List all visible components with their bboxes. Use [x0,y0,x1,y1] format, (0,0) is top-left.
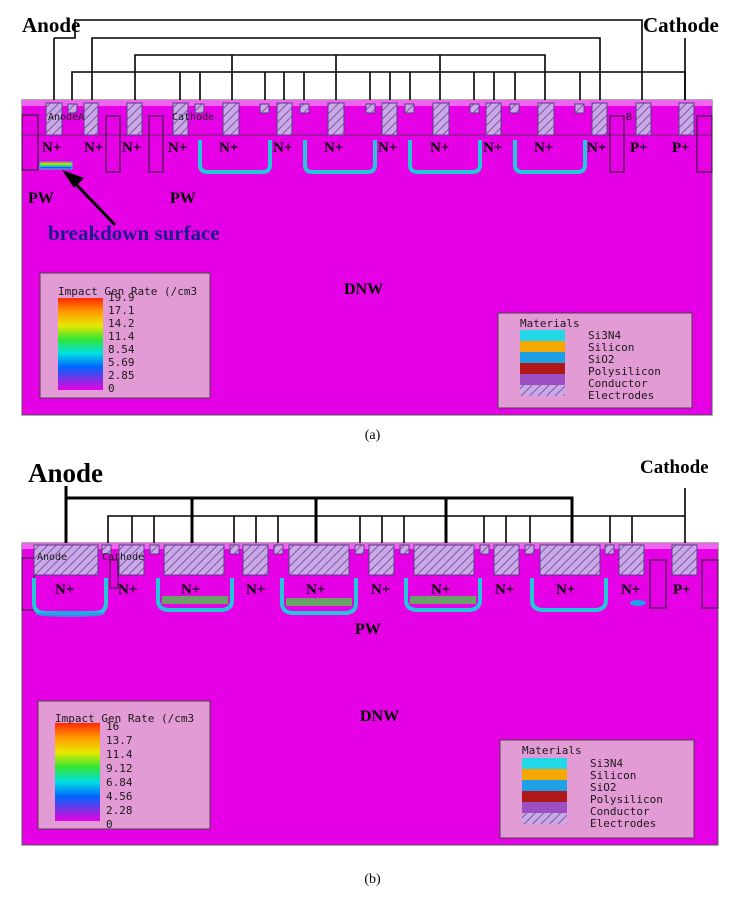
caption-a: (a) [364,428,381,443]
impact-legend-a: Impact Gen Rate (/cm3 19.9 17.1 14.2 11.… [39,272,211,399]
inner-cathode-b: Cathode [102,552,144,563]
n-plus-label: N+ [168,140,187,156]
legend-tick: 11.4 [108,330,135,343]
n-plus-label: N+ [371,582,390,598]
breakdown-hotspot [39,161,73,170]
n-plus-label: N+ [118,582,137,598]
n-wells-b [32,578,646,617]
trenches [21,114,713,173]
legend-tick: 14.2 [108,317,135,330]
material-label: Polysilicon [588,365,661,378]
material-label: Electrodes [590,817,656,830]
p-plus-label: P+ [673,582,691,598]
n-plus-label: N+ [42,140,61,156]
cathode-label-b: Cathode [640,457,709,478]
dnw-label-b: DNW [360,708,399,725]
materials-title: Materials [522,744,582,757]
material-label: Conductor [588,377,648,390]
breakdown-arrow [62,170,117,227]
n-wells [39,140,587,174]
material-label: Polysilicon [590,793,663,806]
n-plus-label: N+ [430,140,449,156]
material-label: SiO2 [588,353,615,366]
material-label: Conductor [590,805,650,818]
p-plus-label: P+ [672,140,690,156]
n-plus-label: N+ [306,582,325,598]
material-label: Silicon [590,769,636,782]
caption-b: (b) [364,872,381,887]
legend-tick: 4.56 [106,790,133,803]
inner-cathode-a: Cathode [172,112,214,123]
electrodes-b [33,544,698,576]
material-label: Si3N4 [588,329,621,342]
impact-legend-b: Impact Gen Rate (/cm3 16 13.7 11.4 9.12 … [37,700,211,831]
n-plus-label: N+ [587,140,606,156]
wiring-b [64,486,686,543]
n-plus-label: N+ [324,140,343,156]
dnw-label-a: DNW [344,281,383,298]
material-label: Si3N4 [590,757,623,770]
wiring-a [53,19,686,100]
materials-legend-a: Materials Si3N4 Silicon SiO2 Polysilicon… [497,312,693,409]
n-plus-label: N+ [621,582,640,598]
breakdown-label: breakdown surface [48,221,220,245]
p-plus-label: P+ [630,140,648,156]
legend-tick: 6.84 [106,776,133,789]
panel-b: Impact Gen Rate (/cm3 16 13.7 11.4 9.12 … [0,448,745,887]
pw-label: PW [28,190,54,207]
electrodes-a [45,102,695,136]
panel-a: Impact Gen Rate (/cm3 19.9 17.1 14.2 11.… [0,0,745,443]
n-plus-label: N+ [534,140,553,156]
pw-label-b: PW [355,621,381,638]
pw-label: PW [170,190,196,207]
n-plus-label: N+ [556,582,575,598]
n-plus-label: N+ [181,582,200,598]
legend-tick: 2.85 [108,369,135,382]
n-plus-label: N+ [273,140,292,156]
n-plus-label: N+ [246,582,265,598]
legend-tick: 9.12 [106,762,133,775]
inner-anode-a: AnodeA [48,112,84,123]
panel-b-svg: Impact Gen Rate (/cm3 16 13.7 11.4 9.12 … [21,457,719,846]
n-plus-label: N+ [219,140,238,156]
n-plus-label: N+ [55,582,74,598]
cathode-label-a: Cathode [643,13,719,37]
legend-tick: 2.28 [106,804,133,817]
anode-label-a: Anode [22,13,80,37]
material-label: SiO2 [590,781,617,794]
materials-title: Materials [520,317,580,330]
material-label: Silicon [588,341,634,354]
n-plus-label: N+ [378,140,397,156]
legend-tick: 17.1 [108,304,135,317]
legend-tick: 0 [108,382,115,395]
legend-tick: 5.69 [108,356,135,369]
n-plus-label: N+ [431,582,450,598]
inner-anode-b: Anode [37,552,67,563]
surface-oxide [22,100,712,106]
trenches-b [21,557,719,611]
legend-tick: 0 [106,818,113,831]
legend-tick: 19.9 [108,291,135,304]
anode-label-b: Anode [28,458,103,488]
legend-tick: 11.4 [106,748,133,761]
legend-tick: 16 [106,720,119,733]
materials-legend-b: Materials Si3N4 Silicon SiO2 Polysilicon… [499,739,695,839]
legend-tick: 8.54 [108,343,135,356]
material-label: Electrodes [588,389,654,402]
n-plus-label: N+ [483,140,502,156]
legend-title-b: Impact Gen Rate (/cm3 [55,712,194,725]
legend-tick: 13.7 [106,734,133,747]
panel-a-svg: Impact Gen Rate (/cm3 19.9 17.1 14.2 11.… [21,13,719,416]
inner-b-a: B [626,112,632,123]
n-plus-label: N+ [122,140,141,156]
n-plus-label: N+ [495,582,514,598]
legend-title-a: Impact Gen Rate (/cm3 [58,285,197,298]
n-plus-label: N+ [84,140,103,156]
